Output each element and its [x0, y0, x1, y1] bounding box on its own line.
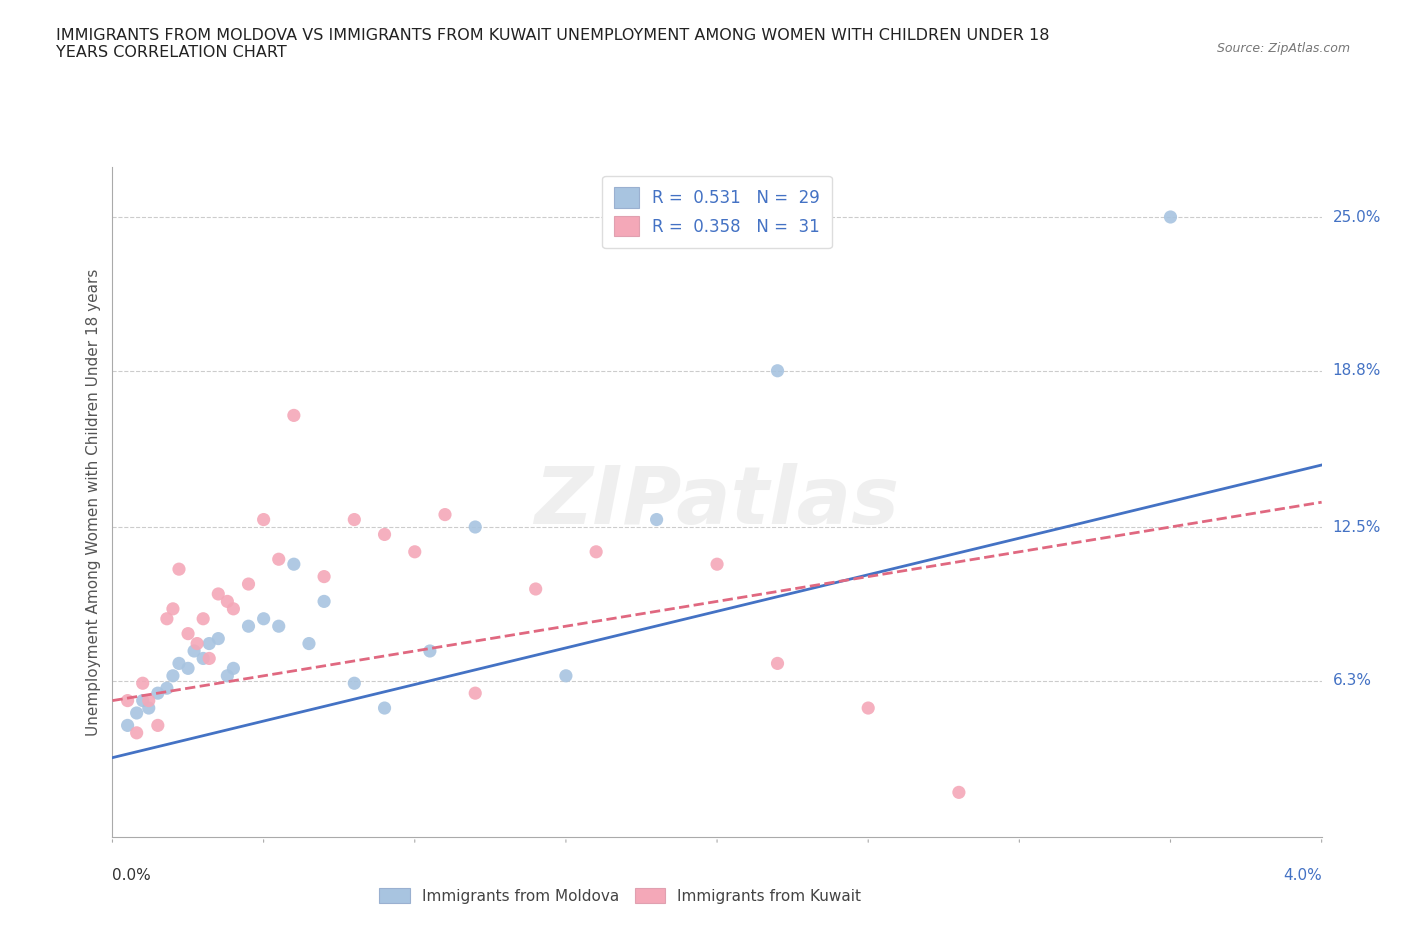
Point [198, 636, 221, 651]
Point [524, 581, 547, 596]
Point [374, 700, 396, 715]
Point [191, 651, 214, 666]
Point [222, 661, 245, 676]
Point [156, 681, 179, 696]
Point [766, 364, 789, 379]
Point [404, 544, 426, 559]
Point [554, 669, 576, 684]
Point [117, 693, 139, 708]
Text: IMMIGRANTS FROM MOLDOVA VS IMMIGRANTS FROM KUWAIT UNEMPLOYMENT AMONG WOMEN WITH : IMMIGRANTS FROM MOLDOVA VS IMMIGRANTS FR… [56, 28, 1050, 60]
Point [125, 706, 148, 721]
Y-axis label: Unemployment Among Women with Children Under 18 years: Unemployment Among Women with Children U… [86, 269, 101, 736]
Point [146, 685, 169, 700]
Point [464, 520, 486, 535]
Text: 4.0%: 4.0% [1282, 868, 1322, 883]
Point [253, 512, 276, 527]
Point [464, 685, 486, 700]
Text: 0.0%: 0.0% [112, 868, 152, 883]
Point [238, 577, 260, 591]
Point [645, 512, 668, 527]
Text: ZIPatlas: ZIPatlas [534, 463, 900, 541]
Point [167, 562, 190, 577]
Point [267, 551, 290, 566]
Point [948, 785, 970, 800]
Text: 6.3%: 6.3% [1333, 673, 1372, 688]
Point [253, 611, 276, 626]
Point [156, 611, 179, 626]
Point [222, 602, 245, 617]
Point [374, 527, 396, 542]
Text: Source: ZipAtlas.com: Source: ZipAtlas.com [1216, 42, 1350, 55]
Point [419, 644, 441, 658]
Point [186, 636, 208, 651]
Point [585, 544, 607, 559]
Point [207, 587, 229, 602]
Legend: Immigrants from Moldova, Immigrants from Kuwait: Immigrants from Moldova, Immigrants from… [373, 882, 868, 910]
Point [162, 602, 184, 617]
Point [125, 725, 148, 740]
Point [207, 631, 229, 646]
Point [856, 700, 880, 715]
Point [283, 408, 305, 423]
Point [183, 644, 205, 658]
Point [343, 512, 366, 527]
Point [1159, 209, 1181, 224]
Point [217, 594, 239, 609]
Point [146, 718, 169, 733]
Text: 25.0%: 25.0% [1333, 209, 1381, 224]
Point [298, 636, 321, 651]
Point [434, 507, 457, 522]
Point [132, 693, 155, 708]
Point [312, 569, 335, 584]
Point [217, 669, 239, 684]
Point [283, 557, 305, 572]
Point [267, 618, 290, 633]
Point [138, 700, 160, 715]
Point [706, 557, 728, 572]
Text: 18.8%: 18.8% [1333, 364, 1381, 379]
Point [191, 611, 214, 626]
Point [167, 656, 190, 671]
Point [132, 676, 155, 691]
Point [138, 693, 160, 708]
Point [343, 676, 366, 691]
Point [177, 661, 200, 676]
Point [177, 626, 200, 641]
Point [162, 669, 184, 684]
Point [117, 718, 139, 733]
Text: 12.5%: 12.5% [1333, 520, 1381, 535]
Point [238, 618, 260, 633]
Point [198, 651, 221, 666]
Point [766, 656, 789, 671]
Point [312, 594, 335, 609]
